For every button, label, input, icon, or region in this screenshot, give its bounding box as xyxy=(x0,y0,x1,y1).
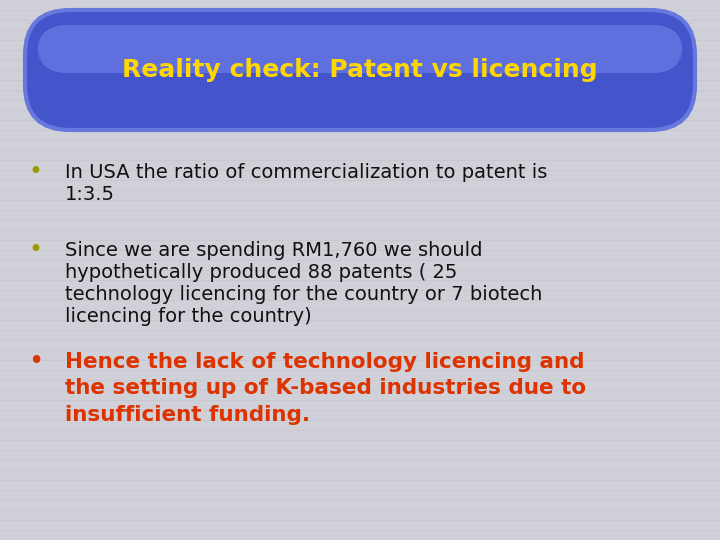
Text: In USA the ratio of commercialization to patent is: In USA the ratio of commercialization to… xyxy=(65,163,547,181)
Text: the setting up of K-based industries due to: the setting up of K-based industries due… xyxy=(65,379,586,399)
Text: •: • xyxy=(28,238,42,262)
Text: •: • xyxy=(28,160,42,184)
FancyBboxPatch shape xyxy=(37,25,683,73)
Text: 1:3.5: 1:3.5 xyxy=(65,185,115,204)
Text: Reality check: Patent vs licencing: Reality check: Patent vs licencing xyxy=(122,58,598,82)
Text: technology licencing for the country or 7 biotech: technology licencing for the country or … xyxy=(65,285,542,303)
Text: •: • xyxy=(28,349,43,375)
Text: Since we are spending RM1,760 we should: Since we are spending RM1,760 we should xyxy=(65,240,482,260)
Text: insufficient funding.: insufficient funding. xyxy=(65,405,310,425)
FancyBboxPatch shape xyxy=(25,10,695,130)
Text: licencing for the country): licencing for the country) xyxy=(65,307,312,326)
Text: Hence the lack of technology licencing and: Hence the lack of technology licencing a… xyxy=(65,352,585,372)
Text: hypothetically produced 88 patents ( 25: hypothetically produced 88 patents ( 25 xyxy=(65,262,457,281)
